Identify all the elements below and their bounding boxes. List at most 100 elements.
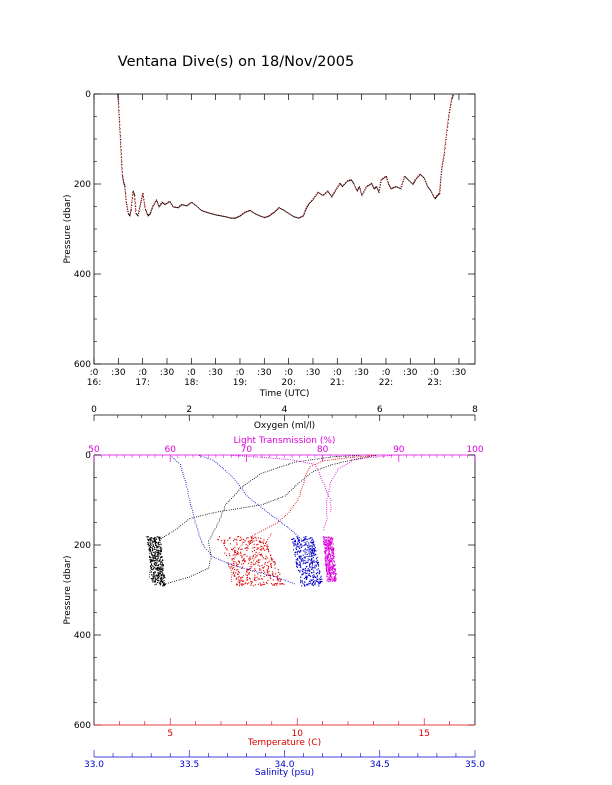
salinity-profile-point	[183, 478, 185, 479]
temperature-cluster-point	[232, 554, 234, 556]
temperature-cluster-point	[261, 571, 263, 573]
salinity-profile-point	[180, 464, 181, 465]
temperature-cluster-point	[271, 583, 273, 585]
salinity-cluster-point	[307, 547, 309, 549]
oxygen-profile-point	[196, 572, 198, 574]
oxygen-cluster-point	[152, 545, 154, 547]
trace-marker	[371, 184, 373, 186]
transmission-cluster-point	[325, 541, 327, 543]
trace-marker	[134, 198, 136, 200]
oxygen-cluster-point	[155, 564, 157, 566]
temperature-cluster-point	[224, 552, 226, 554]
temperature-cluster-point	[236, 584, 238, 586]
trace-marker	[120, 146, 122, 148]
temperature-profile-point	[309, 466, 311, 468]
temperature-cluster-point	[281, 583, 283, 585]
salinity-cluster-point	[300, 566, 302, 568]
transmission-cluster-point	[328, 581, 330, 583]
trace-marker	[328, 191, 330, 193]
oxygen-profile-point	[342, 461, 344, 463]
salinity-cluster-point	[294, 552, 296, 554]
temperature-cluster-point	[240, 539, 242, 541]
oxygen-profile-point	[307, 459, 309, 461]
oxygen-cluster-point	[154, 555, 156, 557]
transmission-profile-point	[298, 460, 300, 462]
temperature-cluster-point	[251, 570, 253, 572]
temperature-cluster-point	[241, 538, 243, 540]
trace-marker	[378, 192, 380, 193]
temperature-cluster-point	[274, 583, 276, 585]
transmission-cluster-point	[328, 546, 330, 548]
salinity-cluster-point	[313, 580, 315, 582]
salinity-cluster-point	[300, 582, 302, 584]
temperature-cluster-point	[247, 541, 249, 543]
temperature-cluster-point	[241, 557, 243, 559]
trace-marker	[174, 206, 176, 208]
trace-marker	[126, 204, 128, 206]
temperature-cluster-point	[250, 581, 252, 583]
salinity-profile-point	[183, 476, 185, 477]
salinity-cluster-point	[305, 536, 307, 538]
salinity-profile-point	[245, 493, 247, 495]
temperature-cluster-point	[276, 584, 278, 586]
trace-marker	[207, 212, 209, 214]
trace-marker	[122, 179, 124, 180]
temperature-cluster-point	[255, 562, 257, 564]
temperature-profile-point	[241, 543, 243, 545]
transmission-profile-point	[377, 456, 379, 458]
trace-marker	[297, 217, 299, 219]
oxygen-cluster-point	[156, 559, 158, 561]
salinity-cluster-point	[316, 569, 318, 571]
temperature-cluster-point	[274, 564, 276, 566]
trace-marker	[129, 214, 131, 216]
salinity-cluster-point	[292, 541, 294, 543]
salinity-profile-point	[246, 495, 248, 497]
salinity-tick-label: 34.0	[274, 760, 294, 770]
transmission-cluster-point	[327, 543, 329, 545]
oxygen-cluster-point	[161, 579, 163, 581]
transmission-profile-point	[321, 480, 323, 481]
transmission-cluster-point	[327, 540, 329, 542]
oxygen-profile-point	[354, 459, 355, 460]
salinity-profile-point	[205, 457, 207, 459]
oxygen-profile-point	[211, 512, 213, 514]
trace-marker	[241, 214, 242, 216]
temperature-cluster-point	[233, 558, 235, 560]
transmission-cluster-point	[329, 575, 331, 577]
temperature-cluster-point	[229, 537, 231, 539]
salinity-cluster-point	[299, 548, 301, 550]
salinity-profile-point	[242, 490, 244, 492]
transmission-cluster-point	[324, 551, 326, 553]
temperature-cluster-point	[259, 549, 261, 551]
oxygen-profile-point	[352, 455, 354, 457]
trace-marker	[246, 211, 248, 213]
oxygen-cluster-point	[155, 568, 157, 570]
oxygen-cluster-point	[152, 550, 154, 552]
trace-marker	[211, 213, 213, 215]
trace-marker	[170, 202, 171, 204]
transmission-cluster-point	[328, 563, 330, 565]
trace-marker	[123, 180, 124, 182]
trace-marker	[267, 216, 269, 218]
oxygen-profile-point	[154, 581, 155, 583]
oxygen-cluster-point	[153, 538, 155, 540]
transmission-profile-point	[319, 474, 321, 475]
transmission-profile-point	[302, 461, 304, 463]
trace-marker	[338, 184, 340, 186]
temperature-cluster-point	[270, 555, 272, 557]
salinity-cluster-point	[304, 537, 306, 539]
temperature-profile-point	[368, 455, 370, 457]
temperature-cluster-point	[229, 567, 231, 569]
temperature-profile-point	[247, 537, 249, 539]
trace-marker	[164, 204, 166, 206]
oxygen-cluster-point	[161, 567, 163, 569]
trace-marker	[295, 216, 297, 218]
transmission-cluster-point	[331, 537, 333, 539]
trace-marker	[215, 214, 217, 216]
trace-marker	[266, 216, 268, 218]
temperature-cluster-point	[224, 540, 226, 542]
temperature-cluster-point	[273, 584, 275, 586]
temperature-profile-point	[337, 458, 339, 460]
transmission-profile-point	[323, 529, 325, 531]
transmission-profile-point	[357, 458, 359, 460]
